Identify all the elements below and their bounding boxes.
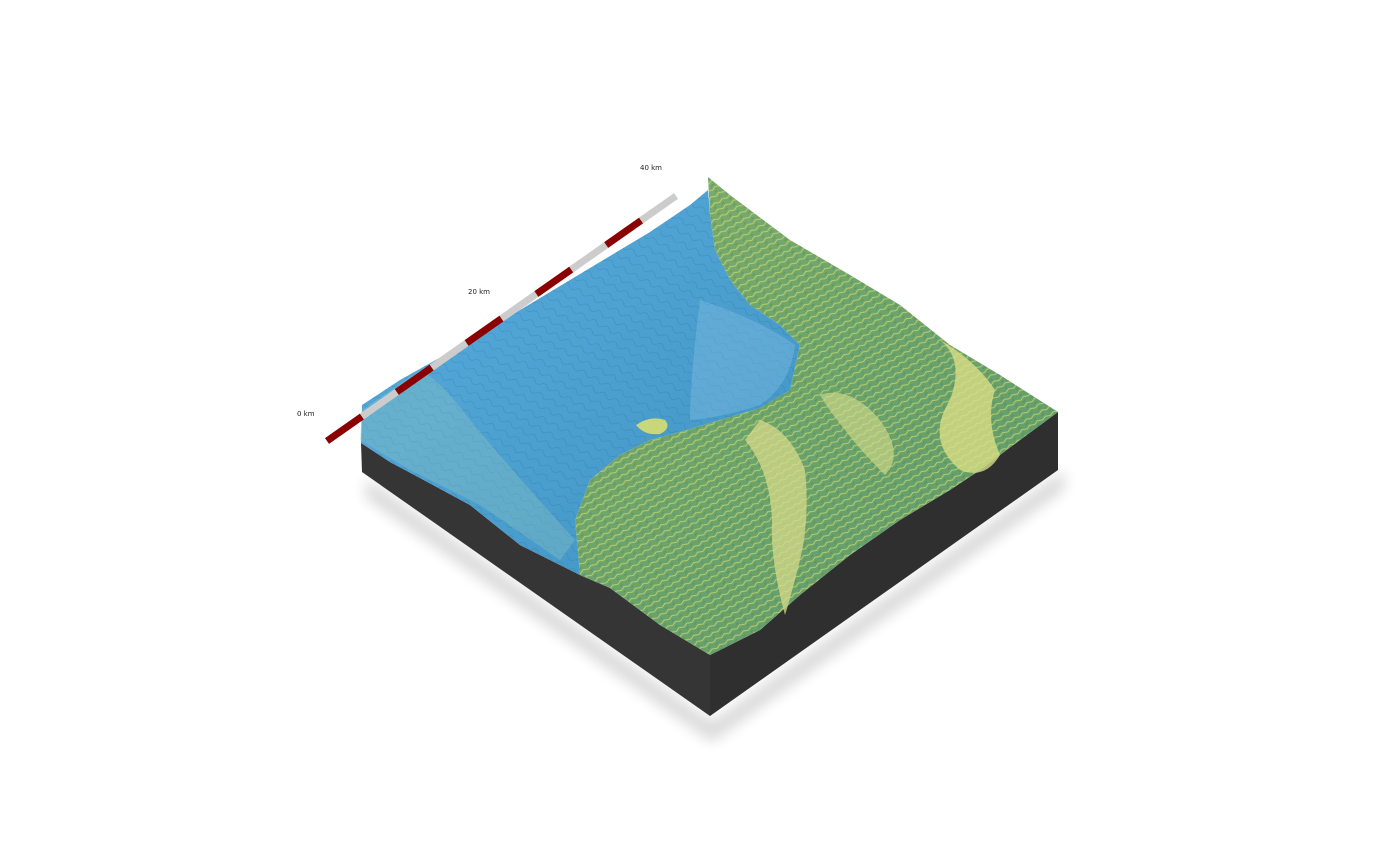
scale-bar-segment (499, 291, 539, 322)
bay-shallows (690, 300, 795, 420)
scale-bar-segment (324, 413, 364, 444)
terrain-block-right-side (710, 412, 1058, 716)
scale-bar-segment (429, 340, 469, 371)
scale-bar-labels: 0 km 20 km 40 km (297, 164, 662, 418)
scale-bar-label: 20 km (468, 288, 490, 296)
valley-floor-east (939, 340, 1000, 473)
scale-bar-segment (604, 217, 644, 248)
scale-bar-label: 0 km (297, 410, 315, 418)
valley-floor-central (745, 420, 807, 615)
terrain-land-texture (575, 177, 1058, 655)
scale-bar-segment (639, 193, 679, 224)
scale-bar-segment (359, 389, 399, 420)
scale-bar-label: 40 km (640, 164, 662, 172)
scale-bar-segment (534, 266, 574, 297)
shallow-shelf (360, 370, 575, 560)
terrain-block-left-side (361, 443, 710, 716)
scale-bar-segment (569, 242, 609, 273)
scale-bar-segment (464, 315, 504, 346)
valley-floor-north (820, 392, 894, 475)
scale-bar (324, 193, 679, 444)
island (636, 418, 668, 435)
seafloor-ridges (361, 190, 800, 575)
scale-bar-segment (394, 364, 434, 395)
